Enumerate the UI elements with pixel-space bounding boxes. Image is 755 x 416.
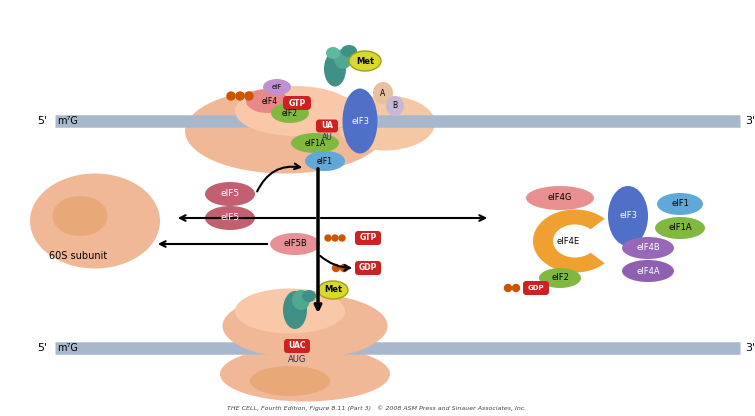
Text: B: B xyxy=(393,102,398,111)
FancyBboxPatch shape xyxy=(316,119,338,133)
Text: eIF1A: eIF1A xyxy=(668,223,692,233)
Ellipse shape xyxy=(185,89,385,173)
Ellipse shape xyxy=(334,49,352,69)
Text: GDP: GDP xyxy=(528,285,544,291)
Circle shape xyxy=(236,92,244,100)
Text: eIF: eIF xyxy=(272,84,282,90)
Ellipse shape xyxy=(250,366,330,396)
Ellipse shape xyxy=(622,237,674,259)
Circle shape xyxy=(339,235,345,241)
Text: Met: Met xyxy=(356,57,374,65)
Text: THE CELL, Fourth Edition, Figure 8.11 (Part 3)   © 2008 ASM Press and Sinauer As: THE CELL, Fourth Edition, Figure 8.11 (P… xyxy=(227,405,527,411)
Text: eIF5: eIF5 xyxy=(220,213,239,223)
Ellipse shape xyxy=(30,173,160,268)
Ellipse shape xyxy=(271,103,309,123)
Text: eIF4G: eIF4G xyxy=(548,193,572,203)
Circle shape xyxy=(341,265,347,272)
Ellipse shape xyxy=(302,290,316,302)
Text: eIF3: eIF3 xyxy=(619,211,637,220)
Ellipse shape xyxy=(305,151,345,171)
Text: 3': 3' xyxy=(745,343,755,353)
Text: eIF1: eIF1 xyxy=(671,200,689,208)
Text: eIF2: eIF2 xyxy=(551,273,569,282)
Ellipse shape xyxy=(341,45,357,57)
Text: AU: AU xyxy=(322,134,332,143)
Ellipse shape xyxy=(655,217,705,239)
Text: 5': 5' xyxy=(37,343,47,353)
Text: eIF1A: eIF1A xyxy=(304,139,325,148)
Text: eIF5: eIF5 xyxy=(220,190,239,198)
Text: Met: Met xyxy=(324,285,342,295)
Polygon shape xyxy=(533,210,605,272)
Ellipse shape xyxy=(324,52,346,87)
Ellipse shape xyxy=(53,196,107,236)
Text: eIF4B: eIF4B xyxy=(636,243,660,253)
Ellipse shape xyxy=(283,291,307,329)
Ellipse shape xyxy=(349,51,381,71)
Circle shape xyxy=(325,235,331,241)
Ellipse shape xyxy=(326,47,340,59)
Text: GTP: GTP xyxy=(288,99,306,107)
Ellipse shape xyxy=(235,289,345,334)
Text: A: A xyxy=(381,89,386,97)
Ellipse shape xyxy=(292,290,310,310)
Circle shape xyxy=(332,235,338,241)
Ellipse shape xyxy=(246,89,288,113)
Circle shape xyxy=(227,92,235,100)
Ellipse shape xyxy=(608,186,648,246)
Ellipse shape xyxy=(220,347,390,401)
Ellipse shape xyxy=(343,89,378,154)
Text: AUG: AUG xyxy=(288,354,307,364)
Ellipse shape xyxy=(223,294,387,359)
FancyBboxPatch shape xyxy=(283,96,311,110)
Ellipse shape xyxy=(526,186,594,210)
Ellipse shape xyxy=(291,133,339,153)
Text: m⁷G: m⁷G xyxy=(57,343,79,353)
FancyBboxPatch shape xyxy=(523,281,549,295)
Ellipse shape xyxy=(205,182,255,206)
Ellipse shape xyxy=(657,193,703,215)
Ellipse shape xyxy=(270,233,320,255)
FancyBboxPatch shape xyxy=(355,231,381,245)
FancyBboxPatch shape xyxy=(355,261,381,275)
Ellipse shape xyxy=(335,96,435,151)
Ellipse shape xyxy=(205,206,255,230)
Text: GTP: GTP xyxy=(359,233,377,243)
Circle shape xyxy=(504,285,511,292)
Text: GDP: GDP xyxy=(359,263,378,272)
Text: 5': 5' xyxy=(37,116,47,126)
Text: UAC: UAC xyxy=(288,342,306,351)
Ellipse shape xyxy=(622,260,674,282)
Text: 3': 3' xyxy=(745,116,755,126)
Ellipse shape xyxy=(318,281,348,299)
Ellipse shape xyxy=(373,82,393,104)
Ellipse shape xyxy=(263,79,291,95)
Text: eIF2: eIF2 xyxy=(282,109,298,117)
Text: eIF1: eIF1 xyxy=(317,156,333,166)
Ellipse shape xyxy=(539,268,581,288)
Ellipse shape xyxy=(386,96,404,116)
Text: eIF3: eIF3 xyxy=(351,116,369,126)
Text: eIF4E: eIF4E xyxy=(556,237,580,245)
FancyBboxPatch shape xyxy=(284,339,310,353)
Text: eIF5B: eIF5B xyxy=(283,240,307,248)
Text: UA: UA xyxy=(321,121,333,131)
Ellipse shape xyxy=(235,86,355,136)
Circle shape xyxy=(245,92,253,100)
Circle shape xyxy=(332,265,340,272)
Text: m⁷G: m⁷G xyxy=(57,116,79,126)
Text: eIF4: eIF4 xyxy=(262,97,278,106)
Text: eIF4A: eIF4A xyxy=(636,267,660,275)
Text: 60S subunit: 60S subunit xyxy=(49,251,107,261)
Circle shape xyxy=(513,285,519,292)
